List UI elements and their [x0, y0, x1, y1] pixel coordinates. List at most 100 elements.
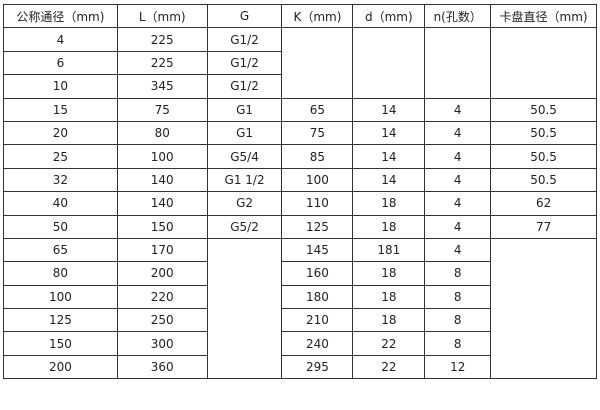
- table-row: 100 220 180 18 8: [3, 284, 597, 310]
- cell-hole-count: 4: [424, 191, 492, 216]
- cell-thread-g: G1/2: [206, 50, 283, 76]
- table-row: 25 100 G5/4 85 14 4 50.5: [3, 144, 597, 169]
- header-chuck-diameter: 卡盘直径（mm): [490, 3, 597, 29]
- cell-k: 75: [281, 120, 354, 146]
- table-row: 80 200 160 18 8: [3, 261, 597, 286]
- cell-length: 220: [116, 284, 208, 310]
- cell-d: 181: [352, 237, 426, 263]
- table-row: 15 75 G1 65 14 4 50.5: [3, 97, 597, 122]
- cell-length: 360: [116, 354, 208, 380]
- cell-thread-g: G5/2: [206, 214, 283, 239]
- table-row: 6 225 G1/2: [3, 50, 597, 76]
- cell-chuck-diameter: [490, 237, 597, 380]
- cell-thread-g: G1/2: [206, 74, 283, 99]
- cell-length: 150: [116, 214, 208, 239]
- cell-d: 18: [352, 284, 426, 310]
- cell-length: 80: [116, 120, 208, 146]
- cell-hole-count: 8: [424, 261, 492, 286]
- header-d: d（mm): [352, 3, 426, 29]
- cell-chuck-diameter: 77: [490, 214, 597, 239]
- table-row: 40 140 G2 110 18 4 62: [3, 191, 597, 216]
- cell-length: 140: [116, 167, 208, 193]
- spec-table: 公称通径（mm) L（mm) G K（mm) d（mm) n(孔数） 卡盘直径（mm) 4 22…: [3, 3, 597, 380]
- table-row: 20 80 G1 75 14 4 50.5: [3, 120, 597, 146]
- cell-length: 345: [116, 74, 208, 99]
- cell-k: 100: [281, 167, 354, 193]
- cell-d: 14: [352, 97, 426, 122]
- header-hole-count: n(孔数）: [424, 3, 492, 29]
- cell-nominal-diameter: 100: [3, 284, 118, 310]
- cell-length: 100: [116, 144, 208, 169]
- cell-hole-count: 8: [424, 331, 492, 356]
- cell-chuck-diameter: 50.5: [490, 120, 597, 146]
- table-row: 4 225 G1/2: [3, 27, 597, 99]
- cell-nominal-diameter: 25: [3, 144, 118, 169]
- cell-d: 14: [352, 167, 426, 193]
- cell-hole-count: 8: [424, 284, 492, 310]
- cell-thread-g: G1: [206, 97, 283, 122]
- cell-thread-g: G1: [206, 120, 283, 146]
- cell-hole-count: 4: [424, 144, 492, 169]
- cell-length: 300: [116, 331, 208, 356]
- header-k: K（mm): [281, 3, 354, 29]
- cell-nominal-diameter: 65: [3, 237, 118, 263]
- cell-nominal-diameter: 125: [3, 308, 118, 333]
- table-row: 32 140 G1 1/2 100 14 4 50.5: [3, 167, 597, 193]
- cell-d: 14: [352, 120, 426, 146]
- table-row: 125 250 210 18 8: [3, 308, 597, 333]
- cell-k: 240: [281, 331, 354, 356]
- cell-k: 65: [281, 97, 354, 122]
- cell-k: 125: [281, 214, 354, 239]
- cell-k: 145: [281, 237, 354, 263]
- cell-nominal-diameter: 15: [3, 97, 118, 122]
- cell-nominal-diameter: 10: [3, 74, 118, 99]
- cell-hole-count: [424, 27, 492, 99]
- cell-nominal-diameter: 4: [3, 27, 118, 52]
- cell-nominal-diameter: 150: [3, 331, 118, 356]
- cell-chuck-diameter: [490, 27, 597, 99]
- cell-d: 14: [352, 144, 426, 169]
- table-row: 65 170 145 181 4: [3, 237, 597, 380]
- table-row: 50 150 G5/2 125 18 4 77: [3, 214, 597, 239]
- cell-d: 18: [352, 214, 426, 239]
- cell-chuck-diameter: 62: [490, 191, 597, 216]
- cell-k: 110: [281, 191, 354, 216]
- cell-hole-count: 4: [424, 237, 492, 263]
- cell-d: 18: [352, 261, 426, 286]
- cell-length: 170: [116, 237, 208, 263]
- header-thread-g: G: [206, 3, 283, 29]
- cell-d: 22: [352, 331, 426, 356]
- cell-length: 75: [116, 97, 208, 122]
- table-row: 150 300 240 22 8: [3, 331, 597, 356]
- cell-k: 85: [281, 144, 354, 169]
- cell-thread-g: G1/2: [206, 27, 283, 52]
- cell-thread-g: G2: [206, 191, 283, 216]
- header-nominal-diameter: 公称通径（mm): [3, 3, 118, 29]
- cell-d: 22: [352, 354, 426, 380]
- cell-k: 210: [281, 308, 354, 333]
- cell-length: 200: [116, 261, 208, 286]
- cell-d: 18: [352, 308, 426, 333]
- cell-chuck-diameter: 50.5: [490, 97, 597, 122]
- cell-nominal-diameter: 200: [3, 354, 118, 380]
- cell-thread-g: [206, 237, 283, 380]
- cell-nominal-diameter: 6: [3, 50, 118, 76]
- header-row: 公称通径（mm) L（mm) G K（mm) d（mm) n(孔数） 卡盘直径（mm): [3, 3, 597, 29]
- cell-hole-count: 4: [424, 167, 492, 193]
- cell-hole-count: 4: [424, 97, 492, 122]
- header-length: L（mm): [116, 3, 208, 29]
- cell-length: 250: [116, 308, 208, 333]
- cell-k: 295: [281, 354, 354, 380]
- cell-nominal-diameter: 20: [3, 120, 118, 146]
- cell-length: 140: [116, 191, 208, 216]
- cell-hole-count: 8: [424, 308, 492, 333]
- cell-chuck-diameter: 50.5: [490, 144, 597, 169]
- cell-d: 18: [352, 191, 426, 216]
- cell-length: 225: [116, 27, 208, 52]
- cell-k: 160: [281, 261, 354, 286]
- cell-chuck-diameter: 50.5: [490, 167, 597, 193]
- cell-nominal-diameter: 32: [3, 167, 118, 193]
- cell-length: 225: [116, 50, 208, 76]
- cell-nominal-diameter: 80: [3, 261, 118, 286]
- cell-nominal-diameter: 50: [3, 214, 118, 239]
